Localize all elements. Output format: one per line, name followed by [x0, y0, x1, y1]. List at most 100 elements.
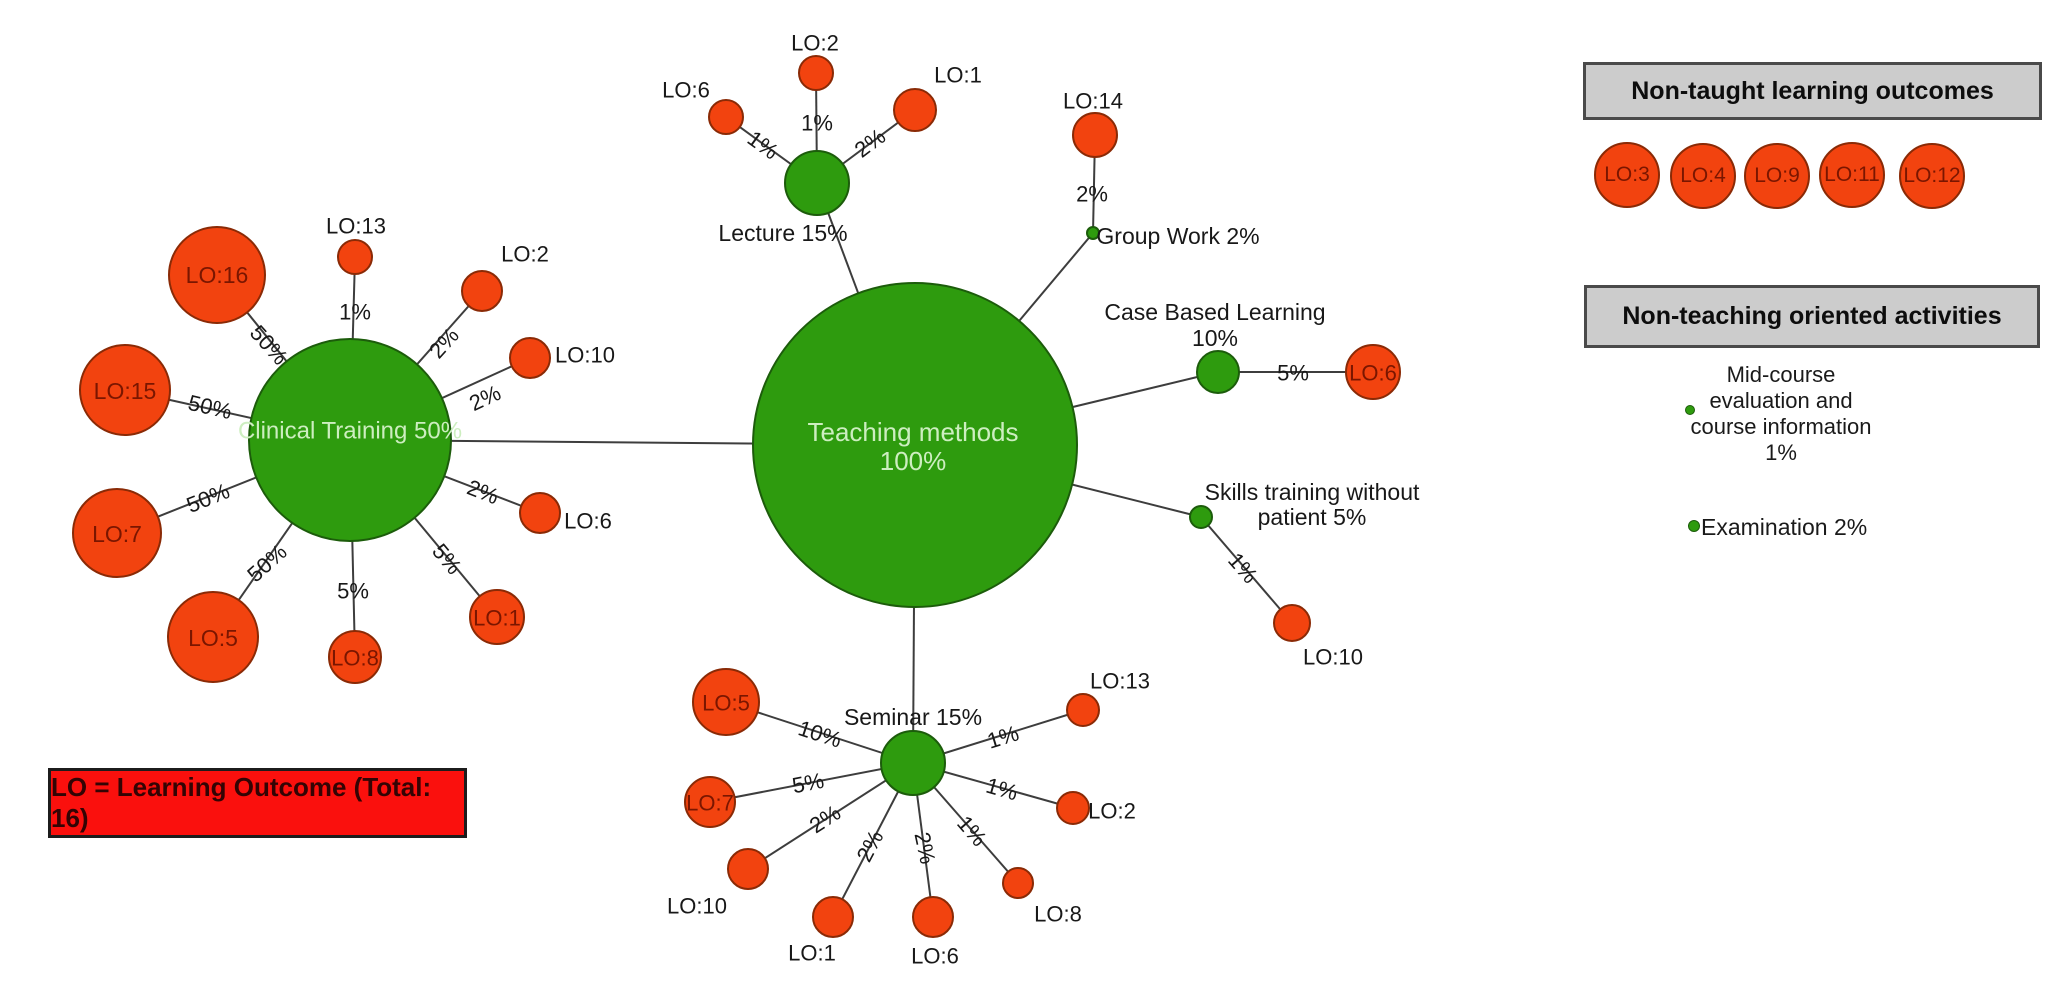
lo5-seminar-inside-label: LO:5	[702, 691, 750, 716]
lo8-seminar-label: LO:8	[1034, 902, 1082, 927]
edge-line	[1200, 516, 1293, 624]
lecture-label: Lecture 15%	[718, 220, 847, 246]
lo7-clinical-inside-label: LO:7	[92, 521, 142, 547]
edge-percent-label: 1%	[983, 773, 1020, 806]
lo10-clinical-node	[509, 337, 551, 379]
lo5-clinical-node	[167, 591, 259, 683]
lo1-lecture-node	[893, 88, 937, 132]
non-taught-lo-circle: LO:12	[1899, 143, 1965, 209]
group-work-label: Group Work 2%	[1096, 223, 1259, 249]
lo10-seminar-label: LO:10	[667, 894, 727, 919]
lo7-clinical-node	[72, 488, 162, 578]
lo13-clinical-label: LO:13	[326, 214, 386, 239]
lo14-groupwork-node	[1072, 112, 1118, 158]
lo10-seminar-node	[727, 848, 769, 890]
lo6-lecture-label: LO:6	[662, 78, 710, 103]
group-work-node	[1086, 226, 1100, 240]
non-teaching-legend-header: Non-teaching oriented activities	[1584, 285, 2040, 348]
edge-percent-label: 2%	[805, 800, 845, 838]
edge-percent-label: 5%	[1277, 361, 1309, 386]
edge-percent-label: 2%	[909, 830, 940, 866]
lo16-clinical-node	[168, 226, 266, 324]
teaching-methods-node	[752, 282, 1078, 608]
teaching-methods-label-line1: Teaching methods	[807, 417, 1018, 447]
edge-percent-label: 1%	[801, 111, 833, 136]
edge-percent-label: 2%	[850, 123, 890, 162]
lo5-seminar-node	[692, 668, 760, 736]
lo2-lecture-label: LO:2	[791, 31, 839, 56]
non-taught-lo-circle: LO:3	[1594, 142, 1660, 208]
lo6-clinical-label: LO:6	[564, 509, 612, 534]
non-taught-legend-header: Non-taught learning outcomes	[1583, 62, 2042, 120]
seminar-label: Seminar 15%	[844, 704, 982, 730]
edge-percent-label: 1%	[743, 126, 783, 165]
lecture-node	[784, 150, 850, 216]
edge-percent-label: 1%	[984, 720, 1022, 753]
edge-percent-label: 2%	[1076, 182, 1108, 207]
edge-percent-label: 10%	[795, 715, 845, 752]
midcourse-dot-icon	[1685, 405, 1695, 415]
edge-percent-label: 5%	[337, 579, 369, 604]
lo10-skills-node	[1273, 604, 1311, 642]
lo6-lecture-node	[708, 99, 744, 135]
seminar-node	[880, 730, 946, 796]
edge-percent-label: 1%	[339, 300, 371, 325]
lo1-seminar-node	[812, 896, 854, 938]
edge-percent-label: 2%	[464, 475, 503, 510]
lo6-clinical-node	[519, 492, 561, 534]
lo8-clinical-node	[328, 630, 382, 684]
lo2-clinical-node	[461, 270, 503, 312]
lo10-skills-label: LO:10	[1303, 645, 1363, 670]
lo13-seminar-label: LO:13	[1090, 669, 1150, 694]
lo2-seminar-label: LO:2	[1088, 799, 1136, 824]
lo15-clinical-node	[79, 344, 171, 436]
lo6-cbl-node	[1345, 344, 1401, 400]
lo1-clinical-inside-label: LO:1	[473, 606, 521, 631]
edge-percent-label: 50%	[186, 390, 235, 424]
lo6-seminar-label: LO:6	[911, 944, 959, 969]
lo6-seminar-node	[912, 896, 954, 938]
edge-line	[709, 762, 914, 803]
edge-percent-label: 50%	[242, 539, 291, 587]
lo2-clinical-label: LO:2	[501, 242, 549, 267]
midcourse-evaluation-label: Mid-course evaluation and course informa…	[1690, 362, 1872, 465]
case-based-learning-label-line1: Case Based Learning	[1104, 299, 1325, 325]
learning-outcome-note: LO = Learning Outcome (Total: 16)	[48, 768, 467, 838]
lo1-clinical-node	[469, 589, 525, 645]
lo13-clinical-node	[337, 239, 373, 275]
lo2-lecture-node	[798, 55, 834, 91]
lo1-lecture-label: LO:1	[934, 63, 982, 88]
skills-training-label-line2: patient 5%	[1258, 504, 1367, 530]
edge-percent-label: 50%	[183, 478, 233, 518]
lo5-clinical-inside-label: LO:5	[188, 625, 238, 651]
clinical-training-label: Clinical Training 50%	[238, 418, 462, 445]
examination-label: Examination 2%	[1701, 514, 1868, 540]
skills-training-node	[1189, 505, 1213, 529]
lo7-seminar-node	[684, 776, 736, 828]
lo13-seminar-node	[1066, 693, 1100, 727]
non-taught-lo-circle: LO:4	[1670, 143, 1736, 209]
lo6-cbl-inside-label: LO:6	[1349, 361, 1397, 386]
non-taught-lo-circle: LO:9	[1744, 143, 1810, 209]
lo10-clinical-label: LO:10	[555, 343, 615, 368]
clinical-training-node	[248, 338, 452, 542]
examination-dot-icon	[1688, 520, 1700, 532]
teaching-methods-label-line2: 100%	[880, 446, 947, 476]
lo7-seminar-inside-label: LO:7	[686, 791, 734, 816]
lo15-clinical-inside-label: LO:15	[94, 378, 157, 404]
skills-training-label-line1: Skills training without	[1205, 479, 1420, 505]
edge-percent-label: 2%	[424, 323, 464, 363]
lo16-clinical-inside-label: LO:16	[186, 262, 249, 288]
lo2-seminar-node	[1056, 791, 1090, 825]
lo8-seminar-node	[1002, 867, 1034, 899]
edge-percent-label: 5%	[790, 768, 826, 799]
lo14-groupwork-label: LO:14	[1063, 89, 1123, 114]
case-based-learning-label-line2: 10%	[1192, 325, 1238, 351]
non-taught-lo-circle: LO:11	[1819, 142, 1885, 208]
lo1-seminar-label: LO:1	[788, 941, 836, 966]
edge-percent-label: 2%	[851, 826, 888, 866]
case-based-learning-node	[1196, 350, 1240, 394]
lo8-clinical-inside-label: LO:8	[331, 646, 379, 671]
